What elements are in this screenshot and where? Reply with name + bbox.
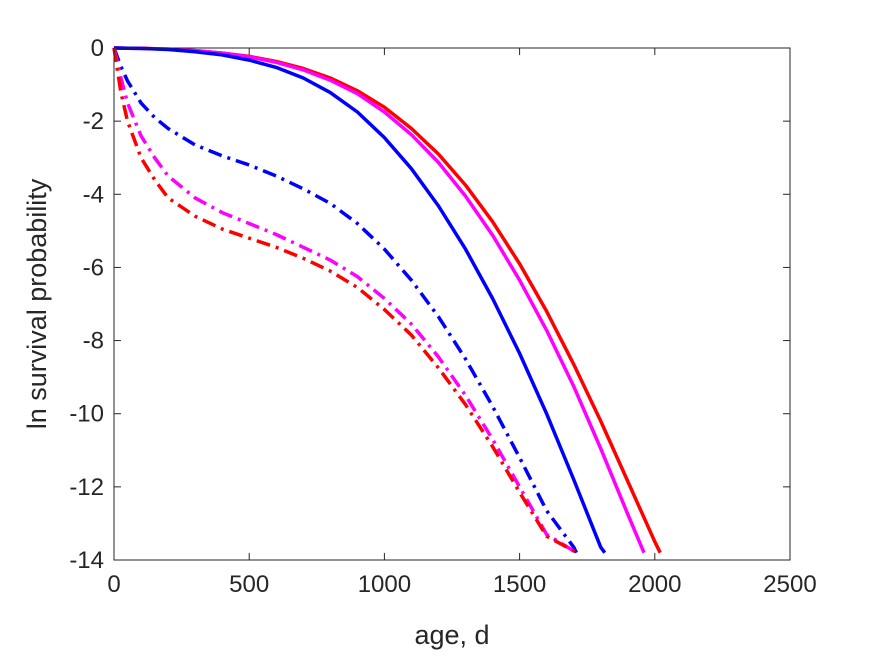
series-line-4 <box>112 47 578 554</box>
y-tick-label: -14 <box>69 547 104 574</box>
y-tick-label: -4 <box>83 181 104 208</box>
y-tick-label: -6 <box>83 254 104 281</box>
x-tick-label: 1000 <box>358 571 411 598</box>
x-tick-label: 500 <box>229 571 269 598</box>
plot-lines <box>112 46 662 555</box>
y-tick-label: 0 <box>91 35 104 62</box>
plot-frame <box>113 47 791 561</box>
y-tick-label: -2 <box>83 108 104 135</box>
tick-marks <box>113 47 791 561</box>
tick-labels: 0 500 1000 1500 2000 2500 0 -2 -4 -6 -8 -10 -12 -14 <box>69 35 816 598</box>
x-tick-label: 2000 <box>628 571 681 598</box>
x-tick-label: 2500 <box>763 571 816 598</box>
y-tick-label: -8 <box>83 328 104 355</box>
y-axis-label: ln survival probability <box>22 178 52 429</box>
y-tick-label: -10 <box>69 401 104 428</box>
series-line-3 <box>113 46 607 554</box>
y-tick-label: -12 <box>69 474 104 501</box>
series-line-6 <box>112 47 578 555</box>
x-axis-label: age, d <box>414 620 489 650</box>
x-tick-label: 0 <box>107 571 120 598</box>
x-tick-label: 1500 <box>493 571 546 598</box>
